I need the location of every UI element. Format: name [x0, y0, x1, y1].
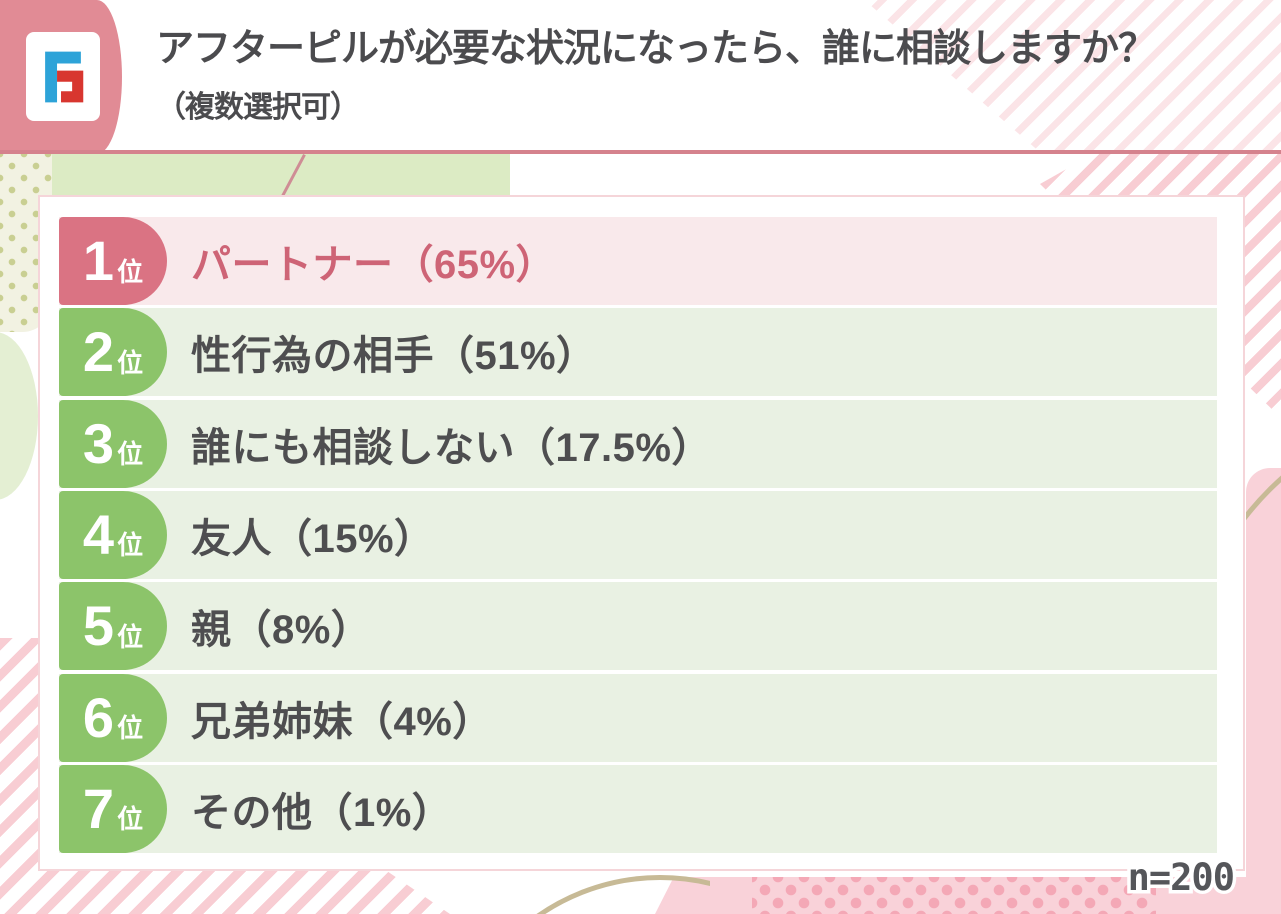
ranking-row-4: 4 位 友人（15%）	[59, 490, 1217, 579]
rank-number: 3	[82, 411, 115, 475]
green-blob-left	[0, 332, 38, 500]
divider-rule	[0, 150, 1281, 154]
rank-badge-4: 4 位	[59, 490, 167, 579]
ranking-row-7: 7 位 その他（1%）	[59, 764, 1217, 853]
header: アフターピルが必要な状況になったら、誰に相談しますか？ （複数選択可）	[0, 0, 1281, 154]
rank-suffix-label: 位	[117, 439, 144, 470]
rank-badge-7: 7 位	[59, 764, 167, 853]
ranking-panel: 1 位 パートナー（65%） 2 位 性行為の相手（51%） 3 位 誰にも相談…	[38, 195, 1245, 871]
rank-suffix-label: 位	[117, 347, 144, 378]
row-label: 兄弟姉妹（4%）	[191, 699, 493, 744]
rank-badge-3: 3 位	[59, 399, 167, 488]
brand-logo	[26, 32, 100, 121]
title-block: アフターピルが必要な状況になったら、誰に相談しますか？ （複数選択可）	[156, 26, 1156, 126]
page-title: アフターピルが必要な状況になったら、誰に相談しますか？	[156, 28, 1156, 70]
rank-suffix-label: 位	[117, 530, 144, 561]
rank-suffix-label: 位	[117, 256, 144, 287]
row-label: その他（1%）	[191, 790, 453, 835]
row-label: パートナー（65%）	[191, 243, 557, 287]
row-label: 友人（15%）	[191, 516, 435, 561]
rank-badge-6: 6 位	[59, 673, 167, 762]
rank-suffix-label: 位	[117, 804, 144, 835]
brand-logo-icon	[45, 51, 84, 102]
rank-number: 1	[82, 229, 115, 292]
ranking-row-6: 6 位 兄弟姉妹（4%）	[59, 673, 1217, 762]
tan-arc-right	[1246, 420, 1281, 680]
ranking-row-5: 5 位 親（8%）	[59, 582, 1217, 671]
rank-badge-5: 5 位	[59, 582, 167, 671]
rank-number: 6	[82, 685, 115, 749]
rank-badge-2: 2 位	[59, 308, 167, 397]
rank-number: 2	[82, 320, 115, 384]
ranking-row-3: 3 位 誰にも相談しない（17.5%）	[59, 399, 1217, 488]
title-note: （複数選択可）	[156, 90, 360, 124]
ranking-row-1: 1 位 パートナー（65%）	[59, 217, 1217, 305]
row-label: 親（8%）	[191, 608, 372, 653]
rank-number: 5	[82, 594, 115, 658]
ranking-row-2: 2 位 性行為の相手（51%）	[59, 308, 1217, 397]
pink-dots-pattern	[752, 877, 1156, 914]
sample-size-label: n=200	[1124, 853, 1238, 903]
row-label: 性行為の相手（51%）	[191, 334, 597, 379]
rank-number: 7	[82, 776, 115, 840]
rank-suffix-label: 位	[117, 713, 144, 744]
rank-number: 4	[82, 502, 115, 566]
rank-suffix-label: 位	[117, 621, 144, 652]
row-label: 誰にも相談しない（17.5%）	[191, 425, 712, 470]
rank-badge-1: 1 位	[59, 217, 167, 305]
brand-block	[0, 0, 122, 154]
tan-arc-bottom	[420, 872, 710, 914]
